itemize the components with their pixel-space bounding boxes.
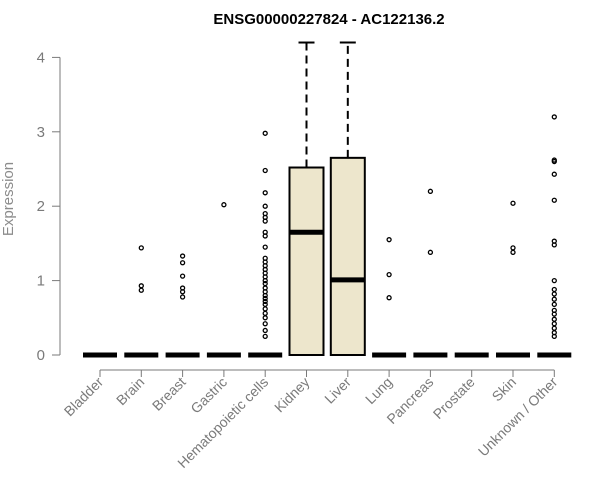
outlier-point — [427, 188, 434, 194]
outlier-point — [551, 286, 557, 293]
y-tick-label: 2 — [37, 198, 45, 215]
outlier-point — [262, 321, 268, 327]
outlier-point — [262, 190, 268, 196]
outlier-point — [510, 245, 516, 251]
box-group — [165, 253, 200, 358]
x-tick-label: Breast — [149, 374, 189, 414]
x-tick-label: Liver — [321, 374, 354, 407]
outlier-point — [262, 327, 268, 334]
outlier-point — [386, 295, 392, 301]
box-group — [248, 130, 283, 358]
outlier-point — [551, 114, 557, 120]
outlier-point — [551, 296, 557, 302]
box-group — [206, 202, 241, 358]
outlier-point — [262, 306, 268, 312]
outlier-point — [179, 253, 186, 259]
outlier-point — [551, 325, 557, 331]
x-tick-label: Prostate — [430, 374, 478, 422]
outlier-point — [262, 295, 268, 302]
outlier-point — [510, 200, 516, 206]
box-group — [372, 237, 407, 358]
outlier-point — [551, 157, 557, 163]
outlier-point — [262, 130, 268, 136]
outlier-point — [551, 171, 557, 177]
outlier-point — [262, 203, 268, 209]
outlier-point — [138, 287, 144, 293]
box-group — [537, 114, 572, 358]
outlier-point — [179, 294, 186, 300]
box-iqr — [329, 156, 366, 356]
outlier-point — [262, 167, 268, 174]
y-axis: 0 1 2 3 4 — [37, 49, 61, 364]
outlier-point — [551, 277, 557, 284]
outlier-point — [262, 255, 268, 261]
outlier-point — [262, 280, 268, 287]
y-tick-label: 4 — [37, 49, 45, 66]
boxes-layer — [83, 41, 572, 358]
outlier-point — [262, 333, 268, 340]
x-tick-label: Brain — [113, 374, 147, 408]
outlier-point — [551, 197, 557, 203]
y-axis-label: Expression — [0, 162, 17, 236]
x-tick-label: Bladder — [61, 374, 107, 420]
outlier-point — [427, 249, 434, 255]
outlier-point — [262, 210, 268, 217]
chart-title: ENSG00000227824 - AC122136.2 — [213, 11, 444, 28]
outlier-point — [179, 260, 186, 266]
y-tick-label: 0 — [37, 347, 45, 364]
box-iqr — [288, 166, 325, 356]
outlier-point — [262, 298, 268, 305]
outlier-point — [179, 273, 186, 279]
outlier-point — [551, 301, 557, 308]
y-tick-label: 1 — [37, 273, 45, 290]
box-group — [496, 200, 530, 358]
outlier-point — [510, 249, 516, 255]
outlier-point — [262, 244, 268, 250]
outlier-point — [179, 285, 186, 291]
outlier-point — [262, 229, 268, 235]
outlier-point — [221, 202, 227, 208]
outlier-point — [551, 307, 557, 314]
outlier-point — [551, 321, 557, 327]
x-tick-label: Kidney — [271, 374, 313, 416]
outlier-point — [551, 291, 557, 297]
x-tick-label: Skin — [489, 374, 520, 405]
outlier-point — [138, 283, 144, 289]
box-group — [124, 245, 159, 358]
outlier-point — [262, 285, 268, 291]
outlier-point — [138, 245, 144, 251]
outlier-point — [262, 310, 268, 316]
y-tick-label: 3 — [37, 124, 45, 141]
outlier-point — [386, 271, 392, 278]
box-group — [329, 41, 366, 356]
x-tick-label: Lung — [362, 374, 395, 407]
box-group — [288, 41, 325, 356]
outlier-point — [551, 238, 557, 244]
outlier-point — [262, 315, 268, 321]
outlier-point — [386, 237, 392, 243]
box-group — [413, 188, 448, 358]
outlier-point — [551, 330, 557, 336]
outlier-point — [551, 316, 557, 322]
outlier-point — [262, 301, 268, 308]
